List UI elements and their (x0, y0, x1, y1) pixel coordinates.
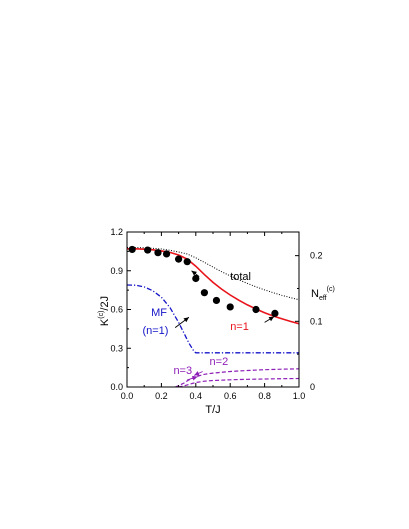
arrow-head (192, 375, 198, 381)
data-point (252, 305, 260, 314)
right-tick-label: 0.2 (310, 251, 323, 261)
series-line-n-2 (174, 368, 299, 387)
y-tick-label: 0.6 (110, 305, 123, 315)
arrow-head (191, 270, 197, 276)
data-point (128, 245, 136, 254)
data-point (183, 258, 191, 266)
data-point (271, 309, 279, 317)
y-tick-label: 0.0 (110, 382, 123, 392)
data-point (200, 289, 208, 297)
annotation-n-1: n=1 (230, 321, 249, 333)
x-tick-label: 0.6 (224, 391, 237, 401)
right-axis-label: Neff(c) (311, 286, 335, 302)
right-axis-label-sub: eff (319, 295, 327, 302)
y-axis-label-tail: /2J (99, 296, 111, 311)
series-group (127, 245, 299, 387)
data-point (154, 249, 162, 257)
y-axis-label-main: K (99, 318, 111, 326)
right-axis-label-sup: (c) (327, 286, 335, 293)
arrow-head (183, 317, 189, 323)
annotation-n-1: (n=1) (142, 325, 168, 337)
y-tick-label: 1.2 (110, 227, 123, 237)
annotation-mf: MF (151, 307, 167, 319)
annotation-total: total (230, 271, 251, 283)
series-line-total (127, 247, 299, 301)
data-point (192, 274, 200, 283)
data-point (212, 296, 221, 305)
y-tick-label: 0.3 (110, 343, 123, 353)
series-line-n-3 (178, 377, 299, 387)
annotation-n-2: n=2 (210, 356, 229, 368)
x-tick-label: 0.8 (258, 391, 271, 401)
y-axis-label: K(c)/2J (98, 296, 111, 326)
annotation-n-3: n=3 (173, 365, 192, 377)
x-axis-label: T/J (205, 404, 220, 416)
x-tick-label: 0.2 (155, 391, 168, 401)
y-axis-label-sup: (c) (98, 311, 105, 319)
x-tick-label: 0.0 (121, 391, 134, 401)
right-axis-label-main: N (311, 288, 319, 300)
data-point (226, 303, 234, 311)
data-point (175, 255, 183, 263)
data-point (162, 250, 171, 258)
right-tick-label: 0 (310, 382, 315, 392)
data-point (144, 246, 152, 254)
x-tick-label: 0.4 (190, 391, 203, 401)
arrow-head (268, 316, 275, 322)
arrow-head (194, 371, 200, 376)
y-tick-label: 0.9 (110, 266, 123, 276)
series-line-mf-n-1 (127, 284, 299, 354)
right-tick-label: 0.1 (310, 316, 323, 326)
x-tick-label: 1.0 (293, 391, 306, 401)
